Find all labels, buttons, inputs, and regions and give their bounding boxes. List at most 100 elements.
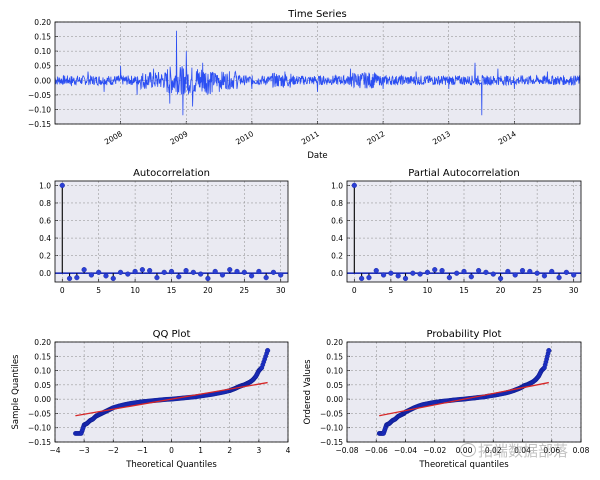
stem-marker	[402, 275, 409, 282]
x-tick-label: 25	[240, 286, 250, 295]
x-tick-label: 20	[496, 286, 506, 295]
x-tick-label: 30	[569, 286, 579, 295]
chart-title-qq: QQ Plot	[153, 329, 191, 340]
stem-marker	[432, 267, 438, 273]
stem-marker	[263, 275, 269, 281]
stem-marker	[556, 275, 562, 281]
stem-marker	[132, 268, 138, 275]
stem-marker	[497, 275, 504, 282]
y-tick-label: 0.4	[39, 234, 51, 243]
stem-marker	[571, 272, 577, 278]
stem-marker	[351, 182, 357, 188]
stem-marker	[366, 275, 372, 281]
stem-marker	[154, 275, 160, 281]
stem-marker	[198, 271, 204, 277]
stem-marker	[147, 267, 153, 274]
y-tick-label: 0.05	[34, 381, 51, 390]
stem-marker	[59, 182, 65, 188]
y-tick-label: 0.15	[34, 352, 51, 361]
x-tick-label: 2012	[365, 129, 386, 146]
plot-area-0	[55, 22, 580, 124]
stem-marker	[461, 268, 467, 275]
stem-marker	[205, 275, 211, 282]
x-tick-label: 1	[198, 446, 203, 455]
x-tick-label: 15	[167, 286, 177, 295]
y-tick-label: 0.0	[39, 269, 51, 278]
stem-marker	[161, 269, 167, 275]
plot-border-0	[54, 21, 581, 125]
x-tick-label: −2	[108, 446, 119, 455]
stem-marker	[417, 271, 423, 277]
stem-marker	[212, 268, 218, 275]
x-tick-label: 0.04	[514, 446, 531, 455]
x-tick-label: 5	[96, 286, 101, 295]
stem-marker	[248, 273, 255, 279]
qq-point	[265, 348, 271, 354]
y-tick-label: −0.05	[28, 409, 51, 418]
y-tick-label: 0.4	[331, 234, 343, 243]
stem-marker	[454, 270, 460, 276]
y-axis-label: Ordered Values	[303, 359, 313, 425]
y-tick-label: −0.10	[28, 105, 51, 114]
x-tick-label: 0.02	[485, 446, 502, 455]
y-axis-label: Sample Quantiles	[11, 354, 21, 430]
y-tick-label: 0.6	[331, 217, 343, 226]
y-tick-label: −0.15	[320, 438, 343, 447]
y-tick-label: 0.05	[34, 62, 51, 71]
plot-border-1	[54, 180, 289, 283]
y-tick-label: 0.2	[331, 252, 343, 261]
stem-marker	[227, 267, 233, 273]
stem-marker	[424, 269, 431, 275]
stem-marker	[183, 267, 189, 274]
x-tick-label: 2008	[103, 129, 124, 146]
x-tick-label: −3	[79, 446, 90, 455]
x-axis-label-date: Date	[307, 151, 327, 161]
x-tick-label: 4	[286, 446, 291, 455]
y-tick-label: 0.8	[39, 199, 51, 208]
plot-border-3	[54, 341, 289, 443]
time-series-line	[54, 30, 581, 116]
stem-marker	[74, 275, 80, 281]
x-tick-label: 0.08	[573, 446, 590, 455]
x-axis-label: Theoretical Quantiles	[125, 460, 217, 470]
stem-marker	[81, 267, 87, 273]
stem-marker	[541, 273, 548, 279]
x-tick-label: 2	[227, 446, 232, 455]
x-tick-label: 25	[532, 286, 542, 295]
x-tick-label: −0.04	[394, 446, 417, 455]
y-tick-label: 0.00	[326, 395, 343, 404]
stem-marker	[380, 272, 387, 278]
x-tick-label: −4	[49, 446, 60, 455]
stem-marker	[103, 273, 109, 279]
stem-marker	[168, 268, 175, 275]
x-tick-label: 2011	[300, 129, 321, 146]
plot-border-2	[346, 180, 582, 283]
stem-marker	[96, 269, 102, 275]
y-tick-label: 0.0	[331, 269, 343, 278]
chart-title-acf: Autocorrelation	[133, 168, 210, 179]
y-tick-label: −0.15	[28, 438, 51, 447]
y-tick-label: −0.05	[28, 91, 51, 100]
x-tick-label: −0.02	[423, 446, 446, 455]
y-tick-label: 0.00	[34, 395, 51, 404]
x-tick-label: 15	[459, 286, 469, 295]
x-tick-label: −0.08	[336, 446, 359, 455]
stem-marker	[563, 269, 569, 275]
x-tick-label: 3	[256, 446, 261, 455]
y-tick-label: 0.10	[34, 47, 51, 56]
x-tick-label: 2014	[497, 129, 518, 146]
stem-marker	[373, 267, 379, 274]
y-tick-label: 1.0	[39, 181, 51, 190]
stem-marker	[512, 272, 518, 278]
stem-marker	[534, 270, 540, 276]
x-tick-label: 30	[276, 286, 286, 295]
qq-point	[546, 348, 552, 354]
stem-marker	[256, 268, 262, 275]
stem-marker	[139, 267, 145, 273]
y-tick-label: −0.10	[320, 424, 343, 433]
stem-marker	[410, 270, 416, 276]
stem-marker	[549, 268, 555, 275]
stem-marker	[527, 268, 533, 275]
stem-marker	[468, 274, 474, 280]
x-axis-label: Theoretical quantiles	[418, 460, 509, 470]
